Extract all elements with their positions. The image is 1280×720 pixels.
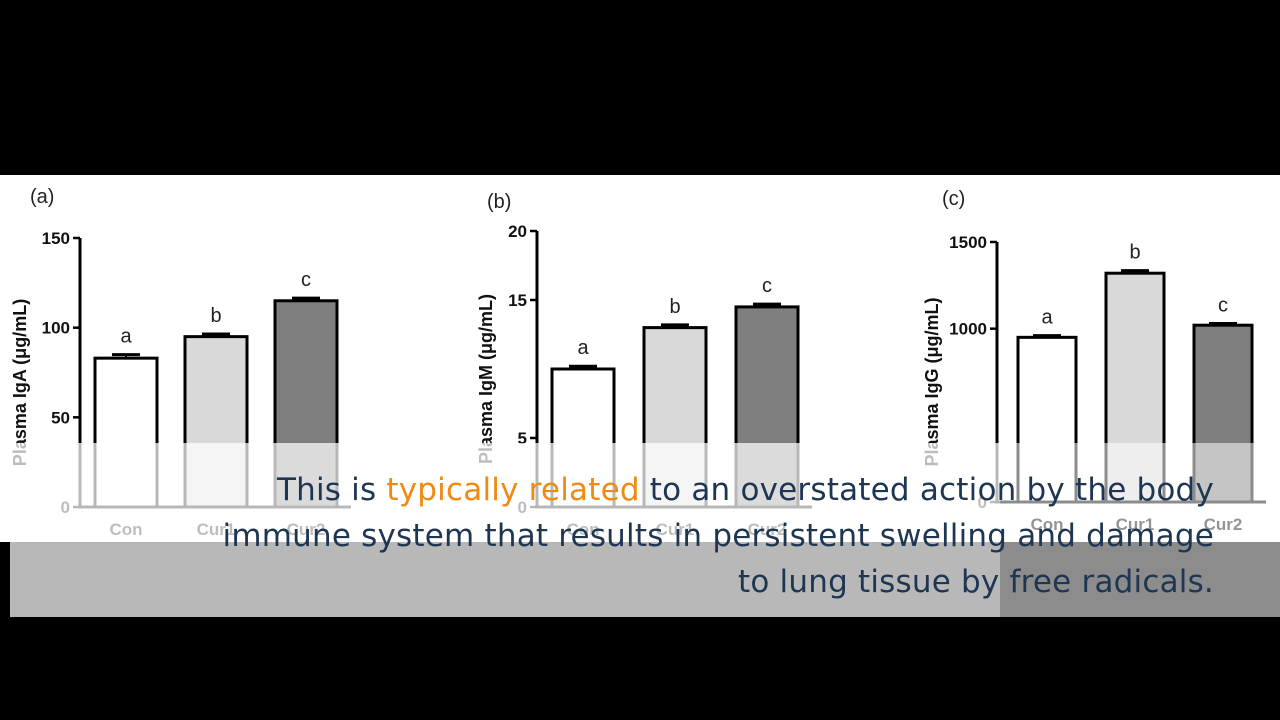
- caption-backdrop: [10, 443, 1000, 617]
- panel-label: (c): [942, 188, 965, 210]
- y-tick-label: 20: [508, 222, 527, 241]
- significance-letter: b: [1129, 242, 1140, 264]
- caption-part-2: to an overstated action by the body immu…: [222, 472, 1214, 600]
- y-axis-label: Plasma IgM (μg/mL): [476, 294, 496, 464]
- significance-letter: a: [120, 326, 132, 348]
- significance-letter: a: [577, 337, 589, 359]
- significance-letter: c: [301, 269, 311, 291]
- y-tick-label: 1500: [949, 233, 987, 252]
- y-tick-label: 5: [518, 429, 527, 448]
- caption-backdrop-right: [1000, 443, 1280, 617]
- significance-letter: c: [762, 275, 772, 297]
- y-tick-label: 100: [42, 319, 70, 338]
- y-tick-label: 50: [51, 408, 70, 427]
- y-tick-label: 15: [508, 291, 527, 310]
- caption-text: This is typically related to an overstat…: [214, 467, 1214, 605]
- significance-letter: b: [669, 296, 680, 318]
- significance-letter: b: [210, 305, 221, 327]
- significance-letter: c: [1218, 294, 1228, 316]
- y-tick-label: 150: [42, 229, 70, 248]
- caption-part-1: This is: [276, 472, 387, 508]
- y-axis-label: Plasma IgG (μg/mL): [922, 297, 942, 466]
- y-axis-label: Plasma IgA (μg/mL): [10, 299, 30, 466]
- figure-panel: (a)050100150Plasma IgA (μg/mL)aConbCur1c…: [0, 175, 1280, 617]
- significance-letter: a: [1041, 307, 1053, 329]
- panel-label: (b): [487, 191, 511, 213]
- panel-label: (a): [30, 186, 54, 208]
- y-tick-label: 1000: [949, 320, 987, 339]
- caption-highlight: typically related: [386, 472, 640, 508]
